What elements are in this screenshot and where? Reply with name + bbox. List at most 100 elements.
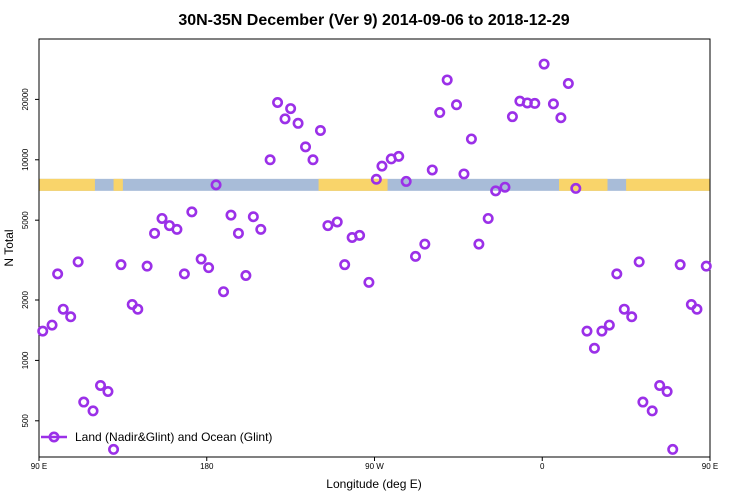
data-point (195, 253, 207, 265)
data-point (667, 443, 679, 455)
data-point (52, 268, 64, 280)
data-point (72, 256, 84, 268)
data-point (618, 303, 630, 315)
data-point (87, 405, 99, 417)
x-axis-ticks: 90 E 180 90 W 0 90 E (31, 457, 718, 471)
x-tick-label: 180 (200, 462, 214, 471)
y-axis-ticks: 500 1000 2000 5000 10000 20000 (21, 88, 39, 428)
data-point (451, 99, 463, 111)
data-point (426, 164, 438, 176)
y-tick-label: 10000 (21, 148, 30, 171)
y-tick-label: 5000 (21, 211, 30, 229)
data-point (370, 173, 382, 185)
data-point (419, 238, 431, 250)
data-point (646, 405, 658, 417)
data-point (434, 107, 446, 119)
y-tick-label: 500 (21, 414, 30, 428)
data-point (95, 379, 107, 391)
data-point (363, 276, 375, 288)
data-point (490, 185, 502, 197)
land-segment (318, 178, 388, 191)
data-point (210, 179, 222, 191)
data-point (555, 112, 567, 124)
data-point (354, 229, 366, 241)
data-point (37, 325, 49, 337)
data-point (570, 182, 582, 194)
data-point (400, 175, 412, 187)
data-point (141, 260, 153, 272)
data-point (279, 113, 291, 125)
y-tick-label: 1000 (21, 351, 30, 369)
data-point (285, 103, 297, 115)
data-point (247, 211, 259, 223)
data-points (37, 58, 712, 455)
data-point (314, 124, 326, 136)
data-point (46, 319, 58, 331)
data-point (603, 319, 615, 331)
data-point (611, 268, 623, 280)
data-point (458, 168, 470, 180)
data-point (633, 256, 645, 268)
data-point (661, 385, 673, 397)
data-point (300, 141, 312, 153)
y-tick-label: 20000 (21, 88, 30, 111)
data-point (441, 74, 453, 86)
legend: Land (Nadir&Glint) and Ocean (Glint) (41, 430, 272, 444)
data-point (596, 325, 608, 337)
data-point (393, 150, 405, 162)
land-segment (559, 178, 608, 191)
data-point (57, 303, 69, 315)
data-point (339, 259, 351, 271)
data-point (240, 269, 252, 281)
x-tick-label: 90 E (702, 462, 718, 471)
surface-strip (39, 178, 710, 191)
data-point (473, 238, 485, 250)
data-point (482, 212, 494, 224)
data-point (186, 206, 198, 218)
data-point (203, 262, 215, 274)
x-tick-label: 90 E (31, 462, 47, 471)
x-tick-label: 90 W (365, 462, 384, 471)
data-point (115, 259, 127, 271)
chart-title: 30N-35N December (Ver 9) 2014-09-06 to 2… (178, 12, 569, 29)
legend-label: Land (Nadir&Glint) and Ocean (Glint) (75, 430, 272, 444)
land-segment (39, 178, 95, 191)
data-point (581, 325, 593, 337)
data-point (499, 181, 511, 193)
data-point (272, 96, 284, 108)
data-point (218, 286, 230, 298)
data-point (149, 227, 161, 239)
data-point (465, 133, 477, 145)
legend-marker (48, 431, 60, 443)
data-point (637, 396, 649, 408)
land-segment (626, 178, 710, 191)
data-point (255, 223, 267, 235)
data-point (700, 260, 712, 272)
data-point (65, 311, 77, 323)
data-point (264, 154, 276, 166)
data-point (108, 443, 120, 455)
x-axis-label: Longitude (deg E) (326, 477, 421, 491)
data-point (674, 259, 686, 271)
data-point (691, 303, 703, 315)
data-point (376, 160, 388, 172)
data-point (547, 98, 559, 110)
data-point (178, 268, 190, 280)
data-point (232, 227, 244, 239)
data-point (529, 97, 541, 109)
data-point (322, 220, 334, 232)
data-point (538, 58, 550, 70)
data-point (292, 117, 304, 129)
x-tick-label: 0 (540, 462, 545, 471)
data-point (307, 154, 319, 166)
plot-frame (38, 38, 711, 458)
data-point (171, 223, 183, 235)
land-segment (113, 178, 123, 191)
data-point (410, 250, 422, 262)
data-point (654, 379, 666, 391)
data-point (225, 209, 237, 221)
data-point (588, 342, 600, 354)
data-point (626, 311, 638, 323)
data-point (156, 212, 168, 224)
